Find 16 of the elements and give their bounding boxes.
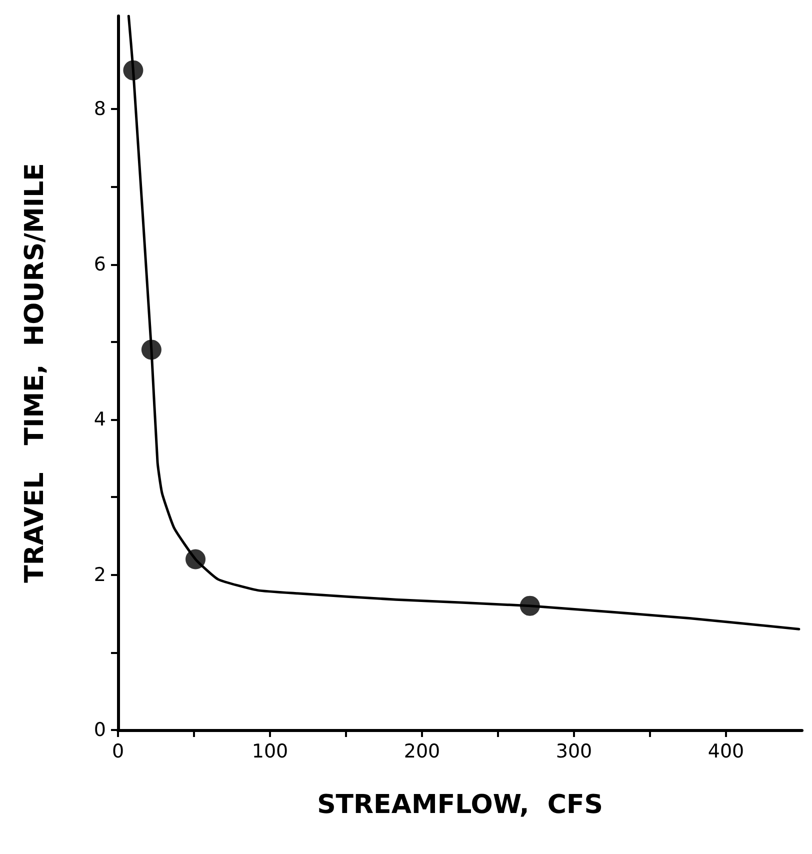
x-tick-label: 300 [556,740,592,762]
y-tick-label: 8 [94,98,106,120]
x-tick-label: 0 [112,740,124,762]
y-axis-title: TRAVEL TIME, HOURS/MILE [20,163,50,583]
x-tick-label: 200 [404,740,440,762]
x-tick-label: 400 [708,740,744,762]
x-tick-label: 100 [252,740,288,762]
y-tick-label: 6 [94,253,106,276]
point [186,549,206,570]
y-tick-label: 2 [94,564,106,586]
point [520,596,540,616]
point [141,340,162,360]
y-tick-label: 0 [94,719,106,741]
point [123,60,144,80]
x-axis-title: STREAMFLOW, CFS [317,790,603,820]
y-tick-label: 4 [94,408,106,431]
